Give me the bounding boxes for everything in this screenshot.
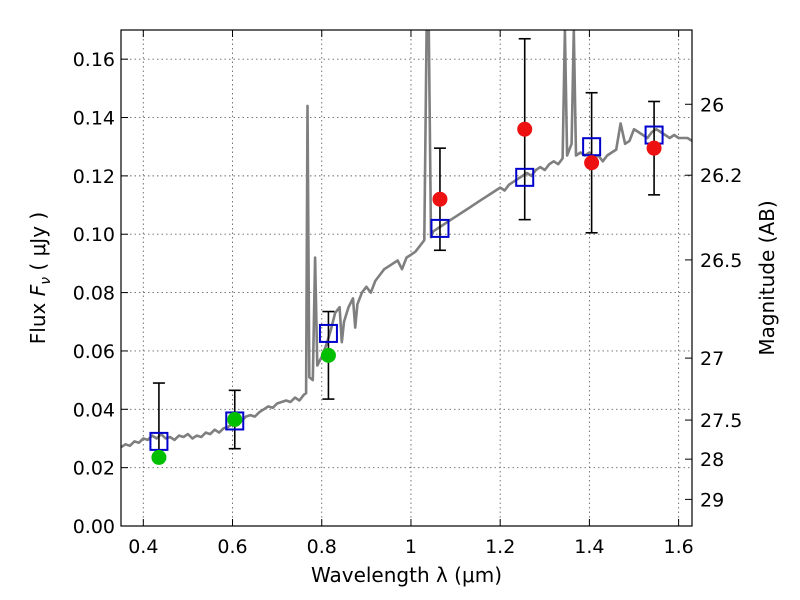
mag-tick-label: 26.2	[700, 165, 742, 187]
x-tick-label: 1.6	[664, 536, 694, 558]
model-boxes	[149, 125, 664, 451]
green-data-point	[320, 347, 336, 363]
red-data-point	[584, 155, 600, 171]
mag-tick-label: 26	[700, 94, 724, 116]
model-box	[149, 431, 169, 451]
flux-symbol: F	[26, 284, 50, 296]
y-tick-label: 0.06	[73, 341, 115, 363]
x-tick-label: 0.8	[307, 536, 337, 558]
axis-ticks: 0.4 0.6 0.8 1 1.2 1.4 1.6 0.00 0.02 0.04 0.06 0.08 0…	[73, 30, 742, 558]
y-tick-label: 0.08	[73, 283, 115, 305]
mag-tick-label: 29	[700, 489, 724, 511]
mag-tick-label: 27.5	[700, 410, 742, 432]
model-box	[582, 137, 602, 157]
x-tick-label: 0.6	[217, 536, 247, 558]
x-tick-label: 1	[405, 536, 417, 558]
model-box	[515, 167, 535, 187]
plot-frame	[120, 29, 693, 527]
red-data-point	[517, 121, 533, 137]
model-box	[430, 218, 450, 238]
x-tick-label: 0.4	[128, 536, 158, 558]
y-tick-label: 0.02	[73, 458, 115, 480]
green-data-point	[227, 412, 243, 428]
y-tick-label: 0.04	[73, 399, 115, 421]
y-tick-label: 0.14	[73, 108, 115, 130]
y-tick-label: 0.00	[73, 516, 115, 538]
spectrum-line	[121, 30, 692, 449]
red-data-point	[646, 140, 662, 156]
mag-tick-label: 28	[700, 449, 724, 471]
error-bars	[152, 37, 661, 457]
y-tick-label: 0.10	[73, 224, 115, 246]
mag-tick-label: 27	[700, 348, 724, 370]
mag-tick-label: 26.5	[700, 250, 742, 272]
red-data-point	[432, 191, 448, 207]
x-axis-label: Wavelength λ (μm)	[311, 563, 502, 587]
model-box	[318, 323, 338, 343]
y-tick-label: 0.12	[73, 166, 115, 188]
y2-axis-label: Magnitude (AB)	[755, 200, 779, 355]
photometry-points	[151, 121, 662, 465]
grid	[121, 30, 692, 527]
green-data-point	[151, 449, 167, 465]
flux-subscript: ν	[38, 277, 54, 285]
x-tick-label: 1.2	[485, 536, 515, 558]
y-tick-label: 0.16	[73, 49, 115, 71]
x-tick-label: 1.4	[574, 536, 604, 558]
y-axis-label: Flux Fν ( μJy )	[26, 212, 54, 344]
